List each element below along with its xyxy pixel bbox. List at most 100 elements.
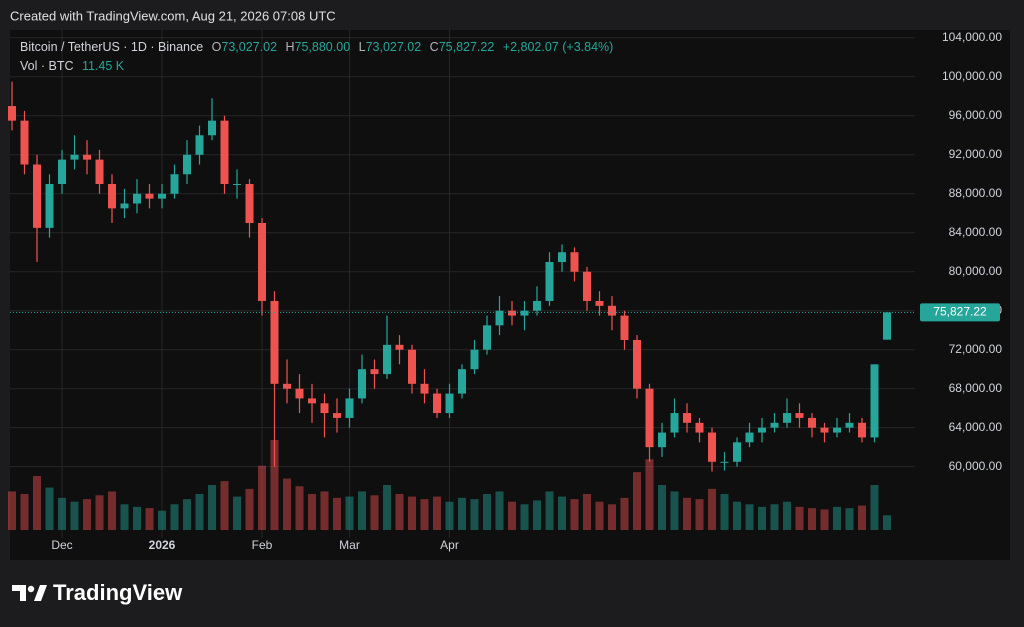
volume-bar (783, 501, 791, 530)
candle-body (183, 154, 191, 175)
volume-bar (408, 496, 416, 530)
volume-bar (858, 505, 866, 530)
candle-body (433, 393, 441, 414)
volume-bar (170, 504, 179, 530)
volume-bar (620, 497, 629, 530)
ohlc-value: 75,827.22 (438, 40, 495, 54)
volume-bar (733, 501, 741, 530)
volume-bar (258, 465, 266, 530)
candle-body (58, 159, 66, 185)
last-price-box (920, 303, 1000, 322)
volume-bar (583, 494, 591, 530)
candle-body (883, 312, 891, 340)
candle-body (345, 398, 354, 418)
volume-bar (358, 491, 366, 530)
candle-body (720, 461, 729, 463)
volume-bar (220, 481, 229, 530)
volume-bar (333, 497, 341, 530)
candle-body (120, 203, 129, 209)
volume-bar (570, 499, 579, 530)
candle-body (383, 344, 391, 375)
candle-body (758, 427, 766, 433)
volume-bar (420, 499, 429, 530)
candle-body (795, 413, 804, 418)
created-note: Created with TradingView.com, Aug 21, 20… (10, 8, 336, 23)
legend-row: Bitcoin / TetherUS · 1D · Binance O73,02… (20, 40, 618, 54)
candle-body (745, 432, 754, 443)
candle-body (145, 193, 154, 199)
candle-body (845, 422, 854, 428)
y-tick-label: 60,000.00 (949, 459, 1003, 473)
candle-body (95, 159, 104, 185)
candle-body (408, 349, 416, 384)
candle-body (45, 184, 54, 228)
volume-bar (445, 501, 454, 530)
candle-body (783, 413, 791, 423)
candle-body (533, 300, 541, 311)
y-tick-label: 72,000.00 (949, 342, 1003, 356)
candle-body (445, 393, 454, 414)
volume-bar (558, 496, 566, 530)
candle-body (83, 154, 91, 160)
candle-body (558, 252, 566, 262)
candle-body (8, 106, 16, 121)
volume-bar (70, 501, 79, 530)
volume-bar (83, 499, 91, 530)
candle-body (708, 432, 716, 462)
candle-body (570, 252, 579, 272)
volume-bar (58, 497, 66, 530)
volume-bar (183, 499, 191, 530)
volume-bar (20, 494, 29, 530)
volume-bar (870, 485, 879, 530)
volume-bar (608, 504, 616, 530)
volume-bar (645, 459, 654, 530)
volume-bar (33, 476, 41, 530)
volume-bar (483, 494, 491, 530)
candle-body (458, 369, 466, 394)
volume-value: 11.45 K (81, 59, 125, 73)
candle-body (858, 422, 866, 438)
candle-body (70, 154, 79, 160)
volume-bar (270, 440, 279, 530)
brand-logo (12, 585, 47, 601)
candle-body (658, 432, 666, 448)
volume-bar (545, 491, 554, 530)
y-tick-label: 92,000.00 (949, 147, 1003, 161)
volume-bar (658, 485, 666, 530)
candle-body (333, 413, 341, 418)
candle-body (583, 271, 591, 301)
candle-body (133, 193, 141, 204)
candle-body (258, 222, 266, 301)
candle-body (670, 413, 679, 433)
volume-bar (45, 487, 54, 530)
candle-body (545, 261, 554, 301)
y-tick-label: 88,000.00 (949, 186, 1003, 200)
candle-body (420, 383, 429, 394)
volume-bar (533, 500, 541, 530)
y-tick-label: 64,000.00 (949, 420, 1003, 434)
candle-body (833, 427, 841, 433)
y-tick-label: 96,000.00 (949, 108, 1003, 122)
ohlc-value: 73,027.02 (221, 40, 278, 54)
brand-name: TradingView (53, 580, 183, 605)
y-tick-label: 68,000.00 (949, 381, 1003, 395)
volume-bar (520, 504, 529, 530)
volume-bar (208, 485, 216, 530)
volume-bar (145, 508, 154, 530)
y-tick-label: 84,000.00 (949, 225, 1003, 239)
volume-bar (345, 496, 354, 530)
candle-body (220, 120, 229, 185)
candle-body (520, 310, 529, 316)
volume-bar (95, 495, 104, 530)
volume-bar (133, 506, 141, 530)
candle-body (820, 427, 829, 433)
volume-bar (633, 472, 641, 530)
volume-bar (833, 506, 841, 530)
candle-body (158, 193, 166, 199)
volume-bar (108, 491, 116, 530)
candle-body (270, 300, 279, 384)
ohlc-key: L (358, 40, 366, 54)
ohlc-value: 75,880.00 (294, 40, 351, 54)
candle-body (808, 417, 816, 428)
